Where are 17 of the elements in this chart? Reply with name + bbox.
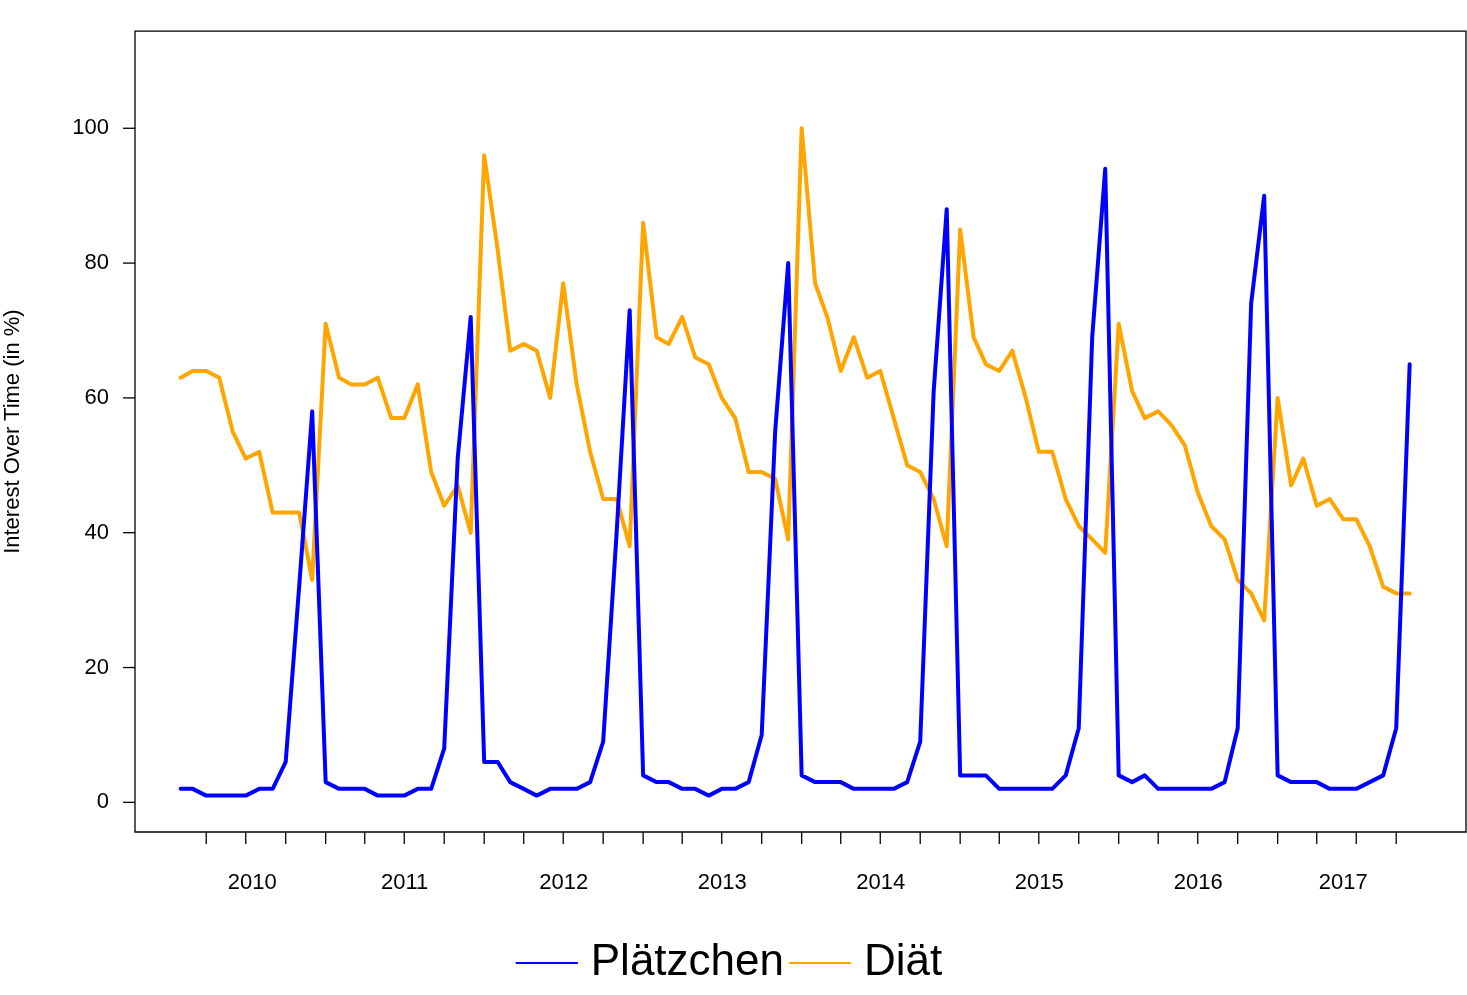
y-tick-label: 20 <box>84 653 109 679</box>
y-tick-label: 100 <box>72 114 109 140</box>
x-tick-label: 2010 <box>227 869 277 895</box>
y-tick-label: 60 <box>84 383 109 409</box>
x-tick-label: 2011 <box>381 869 429 895</box>
x-tick-label: 2012 <box>539 869 589 895</box>
x-tick-label: 2016 <box>1173 869 1223 895</box>
y-tick-label: 0 <box>96 788 109 814</box>
legend-label: Diät <box>863 935 943 985</box>
y-tick-label: 80 <box>84 249 109 275</box>
x-tick-label: 2013 <box>697 869 747 895</box>
y-axis-title: Interest Over Time (in %) <box>0 309 25 554</box>
legend-label: Plätzchen <box>590 935 784 985</box>
x-tick-label: 2017 <box>1318 869 1368 895</box>
y-tick-label: 40 <box>84 518 109 544</box>
x-tick-label: 2014 <box>856 869 906 895</box>
x-tick-label: 2015 <box>1014 869 1064 895</box>
